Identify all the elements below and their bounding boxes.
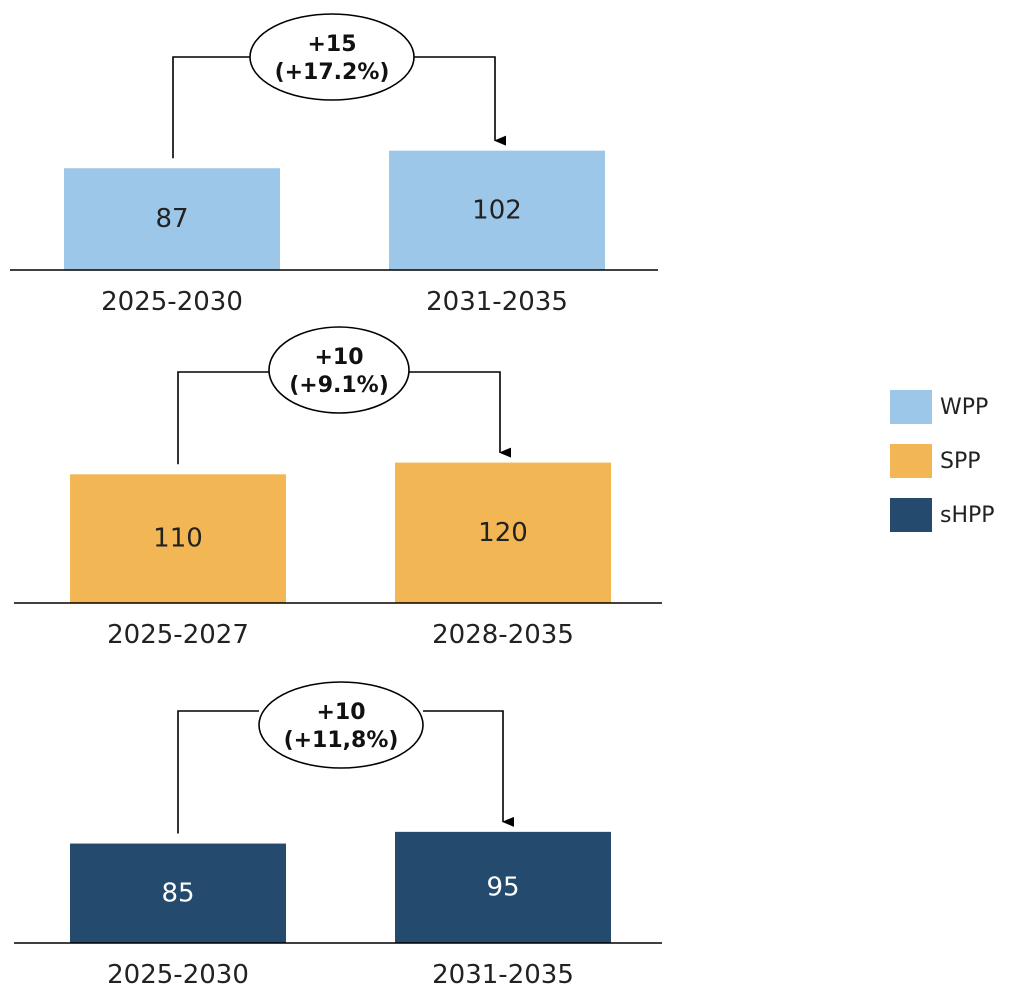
change-bracket-left bbox=[177, 710, 259, 834]
category-tick-label: 2025-2027 bbox=[107, 620, 249, 650]
bar-value-label: 120 bbox=[478, 518, 528, 548]
change-arrow bbox=[414, 56, 506, 146]
legend-label-spp: SPP bbox=[940, 448, 981, 474]
change-percent-label: (+17.2%) bbox=[275, 60, 390, 85]
bar-value-label: 95 bbox=[486, 872, 519, 902]
category-tick-label: 2031-2035 bbox=[432, 960, 574, 989]
change-callout-oval bbox=[258, 681, 424, 769]
bar-value-label: 102 bbox=[472, 195, 522, 225]
bar bbox=[395, 462, 611, 603]
category-tick-label: 2025-2030 bbox=[101, 287, 243, 317]
legend-item-wpp: WPP bbox=[890, 390, 995, 424]
category-tick-label: 2028-2035 bbox=[432, 620, 574, 650]
category-tick-label: 2031-2035 bbox=[426, 287, 568, 317]
legend-swatch-wpp bbox=[890, 390, 932, 424]
legend-swatch-shpp bbox=[890, 498, 932, 532]
change-arrow bbox=[423, 710, 514, 827]
change-bracket-left bbox=[172, 56, 250, 159]
legend-swatch-spp bbox=[890, 444, 932, 478]
bar bbox=[70, 843, 286, 943]
legend: WPP SPP sHPP bbox=[890, 390, 995, 552]
legend-item-spp: SPP bbox=[890, 444, 995, 478]
bar bbox=[70, 474, 286, 603]
change-callout-oval bbox=[249, 13, 415, 101]
bar-value-label: 85 bbox=[161, 878, 194, 908]
change-absolute-label: +10 bbox=[316, 700, 365, 725]
bar bbox=[395, 831, 611, 943]
legend-label-wpp: WPP bbox=[940, 394, 989, 420]
bar-value-label: 87 bbox=[155, 204, 188, 234]
change-arrow bbox=[409, 371, 511, 458]
bar-value-label: 110 bbox=[153, 524, 203, 554]
legend-label-shpp: sHPP bbox=[940, 502, 995, 528]
panel-spp: 110 2025-2027 120 2028-2035 +10 (+9.1%) bbox=[14, 326, 662, 650]
bar bbox=[64, 168, 280, 270]
change-callout-oval bbox=[268, 326, 410, 414]
bar bbox=[389, 150, 605, 270]
change-absolute-label: +10 bbox=[314, 345, 363, 370]
change-percent-label: (+9.1%) bbox=[289, 373, 389, 398]
panel-wpp: 87 2025-2030 102 2031-2035 +15 (+17.2%) bbox=[10, 13, 658, 317]
legend-item-shpp: sHPP bbox=[890, 498, 995, 532]
change-absolute-label: +15 bbox=[307, 32, 356, 57]
change-bracket-left bbox=[177, 371, 269, 465]
panel-shpp: 85 2025-2030 95 2031-2035 +10 (+11,8%) bbox=[14, 681, 662, 989]
change-percent-label: (+11,8%) bbox=[284, 728, 399, 753]
category-tick-label: 2025-2030 bbox=[107, 960, 249, 989]
